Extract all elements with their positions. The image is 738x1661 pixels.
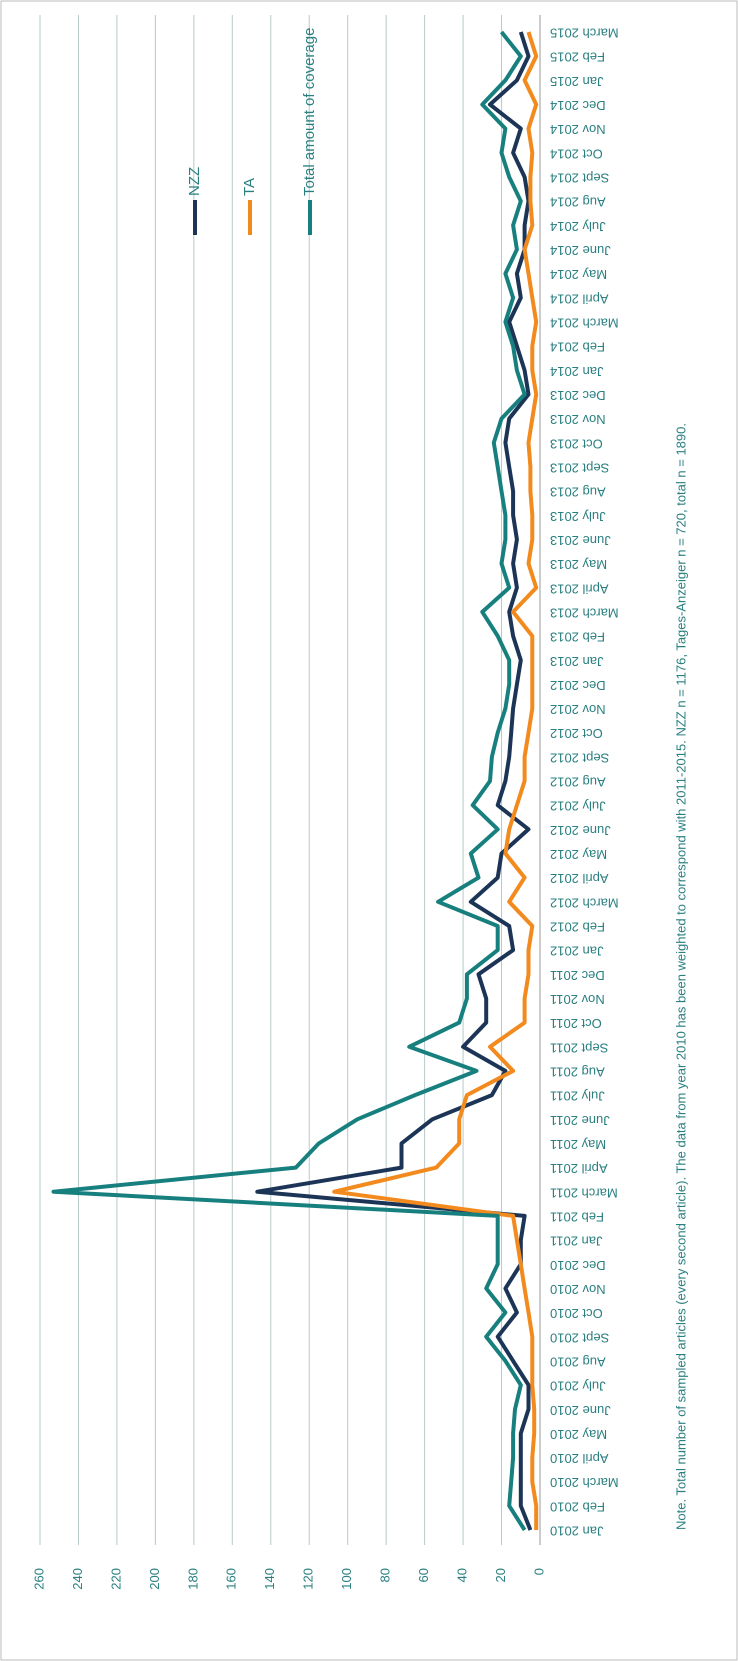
x-tick-label: March 2013 [550, 605, 619, 620]
x-tick-label: Sept 2013 [550, 460, 609, 475]
x-tick-label: Dec 2014 [550, 98, 606, 113]
x-tick-label: July 2013 [550, 509, 606, 524]
x-tick-label: April 2014 [550, 291, 609, 306]
x-tick-label: Dec 2011 [550, 968, 605, 983]
legend-label: TA [241, 178, 258, 196]
x-tick-label: March 2015 [550, 26, 619, 41]
x-tick-label: Oct 2014 [550, 146, 603, 161]
x-tick-label: July 2010 [550, 1379, 606, 1394]
series-line [332, 31, 539, 1530]
x-tick-label: Feb 2013 [550, 630, 605, 645]
legend-label: Total amount of coverage [301, 28, 318, 196]
y-tick-label: 160 [224, 1568, 239, 1590]
x-tick-label: July 2011 [550, 1089, 605, 1104]
x-tick-label: Aug 2013 [550, 485, 606, 500]
legend-label: NZZ [186, 167, 203, 196]
x-tick-label: June 2014 [550, 243, 611, 258]
x-tick-label: Sept 2012 [550, 750, 609, 765]
x-tick-label: Jan 2014 [550, 364, 604, 379]
y-tick-label: 0 [531, 1568, 546, 1575]
x-tick-label: April 2011 [550, 1161, 608, 1176]
x-tick-label: March 2012 [550, 895, 619, 910]
x-tick-label: Aug 2011 [550, 1064, 605, 1079]
x-tick-label: June 2012 [550, 823, 611, 838]
x-tick-label: Nov 2010 [550, 1282, 606, 1297]
y-tick-label: 20 [493, 1568, 508, 1582]
x-tick-label: Jan 2015 [550, 74, 604, 89]
x-tick-label: Feb 2011 [550, 1209, 604, 1224]
series-line [255, 31, 533, 1531]
x-tick-label: Jan 2010 [550, 1524, 604, 1539]
x-tick-label: May 2011 [550, 1137, 606, 1152]
x-tick-label: Nov 2013 [550, 412, 606, 427]
x-tick-label: Oct 2013 [550, 436, 603, 451]
x-tick-label: Jan 2013 [550, 654, 604, 669]
x-tick-label: Feb 2010 [550, 1499, 605, 1514]
y-tick-label: 80 [378, 1568, 393, 1582]
y-tick-label: 240 [70, 1568, 85, 1590]
x-tick-label: Dec 2010 [550, 1258, 606, 1273]
y-tick-label: 140 [262, 1568, 277, 1590]
x-tick-label: Oct 2011 [550, 1016, 602, 1031]
note: Note. Total number of sampled articles (… [673, 423, 688, 1530]
y-tick-label: 40 [455, 1568, 470, 1582]
x-tick-label: Feb 2014 [550, 340, 605, 355]
x-tick-label: April 2010 [550, 1451, 609, 1466]
x-tick-label: June 2011 [550, 1113, 610, 1128]
x-tick-label: Feb 2015 [550, 50, 605, 65]
x-tick-label: Dec 2012 [550, 678, 606, 693]
y-tick-label: 180 [185, 1568, 200, 1590]
x-tick-label: June 2010 [550, 1403, 611, 1418]
x-tick-label: Aug 2014 [550, 195, 606, 210]
x-tick-label: May 2014 [550, 267, 607, 282]
y-tick-label: 220 [108, 1568, 123, 1590]
x-tick-label: July 2012 [550, 799, 606, 814]
x-tick-label: March 2010 [550, 1475, 619, 1490]
y-tick-label: 100 [339, 1568, 354, 1590]
x-tick-label: Jan 2011 [550, 1234, 603, 1249]
x-tick-label: Sept 2011 [550, 1040, 608, 1055]
x-tick-label: Oct 2012 [550, 726, 603, 741]
x-tick-label: Jan 2012 [550, 944, 604, 959]
y-tick-label: 120 [301, 1568, 316, 1590]
x-tick-label: Sept 2014 [550, 171, 609, 186]
x-tick-label: Nov 2014 [550, 122, 606, 137]
y-tick-label: 60 [416, 1568, 431, 1582]
x-tick-label: Dec 2013 [550, 388, 606, 403]
x-tick-label: Sept 2010 [550, 1330, 609, 1345]
x-tick-label: March 2014 [550, 315, 619, 330]
x-tick-label: Nov 2011 [550, 992, 605, 1007]
x-tick-label: Nov 2012 [550, 702, 606, 717]
y-tick-label: 200 [147, 1568, 162, 1590]
x-tick-label: May 2013 [550, 557, 607, 572]
x-tick-label: April 2012 [550, 871, 609, 886]
x-tick-label: May 2010 [550, 1427, 607, 1442]
x-tick-label: Oct 2010 [550, 1306, 603, 1321]
x-tick-label: June 2013 [550, 533, 611, 548]
x-tick-label: March 2011 [550, 1185, 618, 1200]
x-tick-label: July 2014 [550, 219, 606, 234]
x-tick-label: Feb 2012 [550, 920, 605, 935]
y-tick-label: 260 [31, 1568, 46, 1590]
series-line [51, 30, 527, 1532]
x-tick-label: Aug 2010 [550, 1354, 606, 1369]
x-tick-label: Aug 2012 [550, 775, 606, 790]
x-tick-label: May 2012 [550, 847, 607, 862]
x-tick-label: April 2013 [550, 581, 609, 596]
